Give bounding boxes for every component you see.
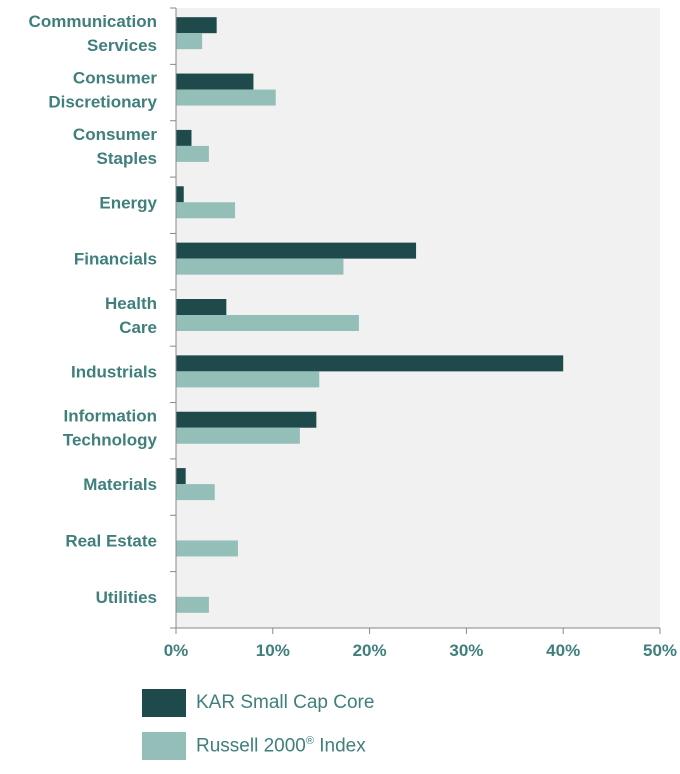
legend-swatch-russell	[142, 732, 186, 760]
bar-kar-2	[176, 129, 192, 146]
category-label-7: Information Technology	[63, 407, 158, 450]
bar-russell-1	[176, 89, 276, 106]
x-tick-label-3: 30%	[449, 641, 483, 660]
bar-russell-0	[176, 33, 203, 50]
legend-label-russell-tail: Index	[313, 735, 366, 757]
category-label-1: Consumer Discretionary	[48, 69, 157, 112]
bar-kar-7	[176, 411, 317, 428]
bar-russell-2	[176, 145, 209, 162]
bar-kar-5	[176, 299, 227, 315]
legend-label-russell-sup: ®	[305, 734, 314, 747]
bar-russell-10	[176, 596, 209, 613]
bar-kar-8	[176, 468, 186, 485]
bar-russell-3	[176, 202, 236, 219]
x-tick-label-0: 0%	[164, 641, 189, 660]
bar-russell-6	[176, 371, 320, 388]
x-tick-label-1: 10%	[256, 641, 290, 660]
category-label-9: Real Estate	[65, 531, 157, 550]
bar-kar-6	[176, 355, 564, 372]
category-label-10: Utilities	[96, 588, 157, 607]
bar-kar-0	[176, 17, 217, 34]
bar-russell-5	[176, 315, 359, 331]
category-label-5: Health Care	[105, 294, 157, 337]
bar-russell-8	[176, 484, 215, 501]
legend: KAR Small Cap Core Russell 2000® Index	[142, 688, 374, 774]
legend-label-russell: Russell 2000® Index	[196, 735, 366, 757]
legend-label-russell-main: Russell 2000	[196, 735, 306, 757]
legend-item-kar: KAR Small Cap Core	[142, 688, 374, 718]
legend-item-russell: Russell 2000® Index	[142, 731, 374, 761]
bar-kar-4	[176, 242, 417, 259]
bar-kar-3	[176, 186, 184, 203]
legend-label-kar: KAR Small Cap Core	[196, 692, 375, 713]
category-label-0: Communication Services	[29, 12, 157, 55]
bar-russell-9	[176, 540, 238, 557]
category-label-6: Industrials	[71, 362, 157, 381]
legend-swatch-kar	[142, 689, 186, 717]
bar-russell-4	[176, 258, 344, 275]
category-label-4: Financials	[74, 250, 157, 269]
category-label-8: Materials	[83, 475, 157, 494]
category-label-3: Energy	[99, 193, 157, 212]
bar-russell-7	[176, 427, 300, 444]
x-tick-label-4: 40%	[546, 641, 580, 660]
bar-chart: Communication Services Consumer Discretiona…	[29, 7, 677, 660]
bar-kar-1	[176, 73, 254, 90]
x-tick-label-2: 20%	[353, 641, 387, 660]
x-tick-label-5: 50%	[643, 641, 677, 660]
category-label-2: Consumer Staples	[73, 125, 157, 168]
